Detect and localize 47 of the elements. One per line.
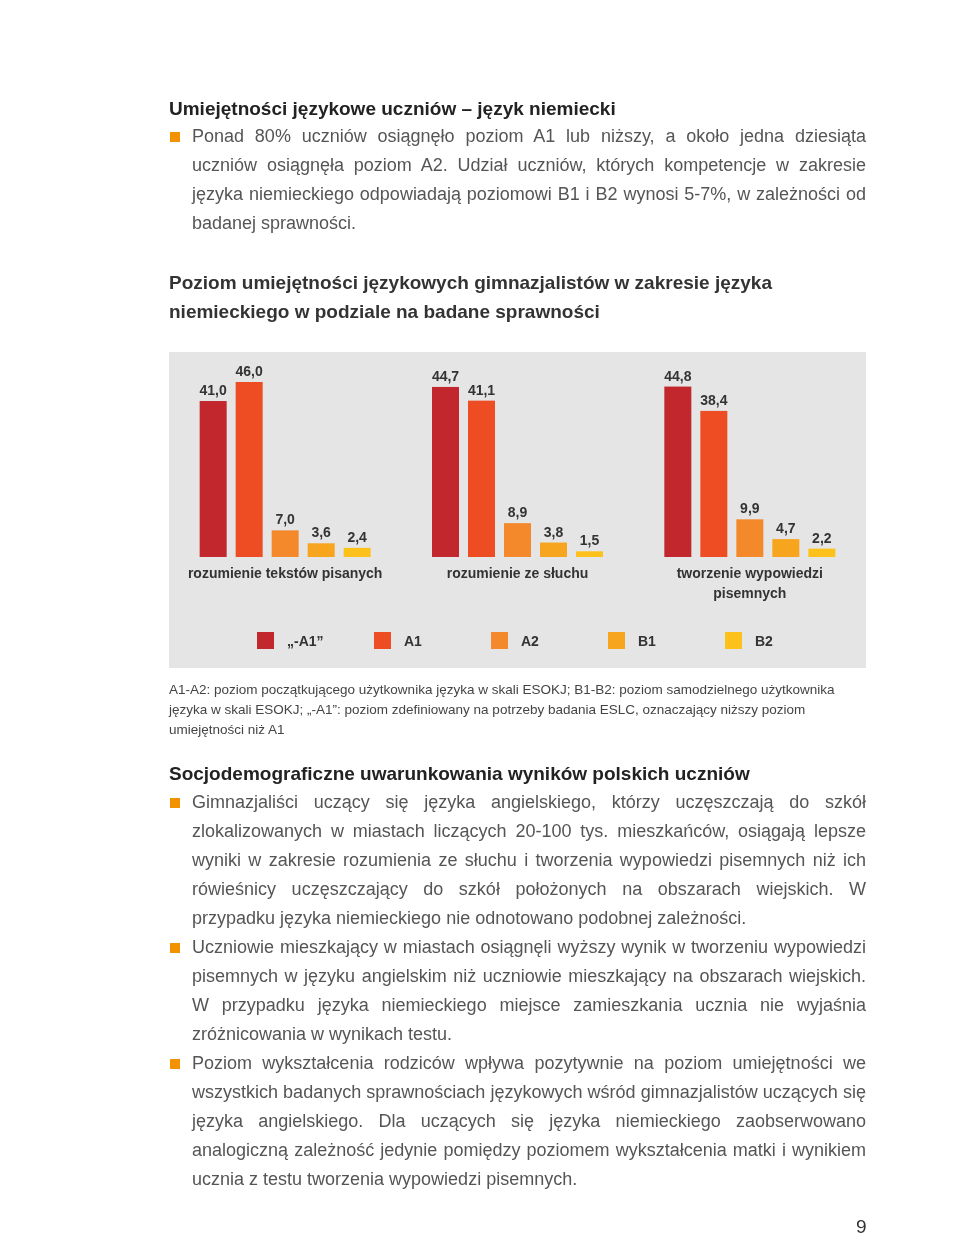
text: Poziom wykształcenia rodziców wpływa pozytywnie na poziom umiejętności we wszystkich badanych sprawnościach językowych wśród gimnazjalistów uczących się języka angielskiego. Dla uczących się języka niemieckiego zaobserwowano analogiczną zależność jedynie pomiędzy poziomem wykształcenia matki i wynikiem ucznia z testu tworzenia wypowiedzi pisemnych. [190,1052,866,1191]
legend-label: A2 [521,633,540,649]
bar [199,401,227,557]
data-label: 46,0 [235,363,263,379]
legend-label: A1 [404,633,423,649]
legend-label: „-A1” [287,633,324,649]
data-label: 41,1 [467,381,496,398]
text: 9 [856,1216,867,1238]
bar [540,542,567,557]
legend-label: B2 [755,633,774,649]
data-label: 1,5 [579,532,600,549]
text: A1-A2: poziom początkującego użytkownika języka w skali ESOKJ; B1-B2: poziom samodzielnego użytkownika języka w skali ESOKJ; „-A1”: poziom zdefiniowany na potrzeby badania ESLC, oznaczający niższy poziom umiejętności niż A1 [169,681,836,739]
data-label: 2,4 [347,528,368,545]
bar [664,386,692,557]
data-label: 44,8 [664,367,692,384]
bar [432,386,459,557]
bar [700,410,728,557]
chart-title: Poziom umiejętności językowych gimnazjalistów w zakresie języka niemieckiego w podziale na badane sprawności [169,271,773,324]
data-label: 8,9 [507,504,528,521]
bar [343,547,371,557]
data-label: 3,8 [543,523,564,540]
bar [808,548,836,557]
text: Socjodemograficzne uwarunkowania wyników polskich uczniów [169,762,751,786]
data-label: 2,2 [812,529,832,546]
bar [736,519,764,557]
text: Gimnazjaliści uczący się języka angielskiego, którzy uczęszczają do szkół zlokalizowanych w miastach liczących 20-100 tys. mieszkańców, osiągają lepsze wyniki w zakresie rozumienia ze słuchu i tworzenia wypowiedzi pisemnych niż ich rówieśnicy uczęszczający do szkół położonych na obszarach wiejskich. W przypadku języka niemieckiego nie odnotowano podobnej zależności. [191,791,866,930]
data-label: 38,4 [700,391,728,408]
x-tick-label: rozumienie tekstów pisanych [187,565,383,581]
text: Umiejętności językowe uczniów – język niemiecki [169,97,617,121]
data-label: 4,7 [776,520,796,537]
data-label: 44,7 [431,367,460,384]
bar [504,523,531,557]
bar [468,400,495,557]
bar [271,530,299,557]
data-label: 7,0 [275,511,296,528]
text: Ponad 80% uczniów osiągnęło poziom A1 lub niższy, a około jedna dziesiąta uczniów osiągnęła poziom A2. Udział uczniów, których kompetencje w zakresie języka niemieckiego odpowiadają poziomowi B1 i B2 wynosi 5-7%, w zależności od badanej sprawności. [190,125,866,235]
x-tick-label: tworzenie wypowiedzi pisemnych [676,565,823,601]
legend-label: B1 [638,633,657,649]
text: Uczniowie mieszkający w miastach osiągnęli wyższy wynik w tworzeniu wypowiedzi pisemnych w języku angielskim niż uczniowie mieszkający na obszarach wiejskich. W przypadku języka niemieckiego miejsce zamieszkania ucznia nie wyjaśnia zróżnicowania w wynikach testu. [191,936,866,1046]
data-label: 41,0 [199,382,227,399]
bar [235,382,263,557]
x-tick-label: rozumienie ze słuchu [446,565,589,581]
bar [772,539,800,557]
bar [576,551,603,557]
data-label: 9,9 [740,500,760,517]
bar [307,543,335,557]
data-label: 3,6 [311,524,332,541]
